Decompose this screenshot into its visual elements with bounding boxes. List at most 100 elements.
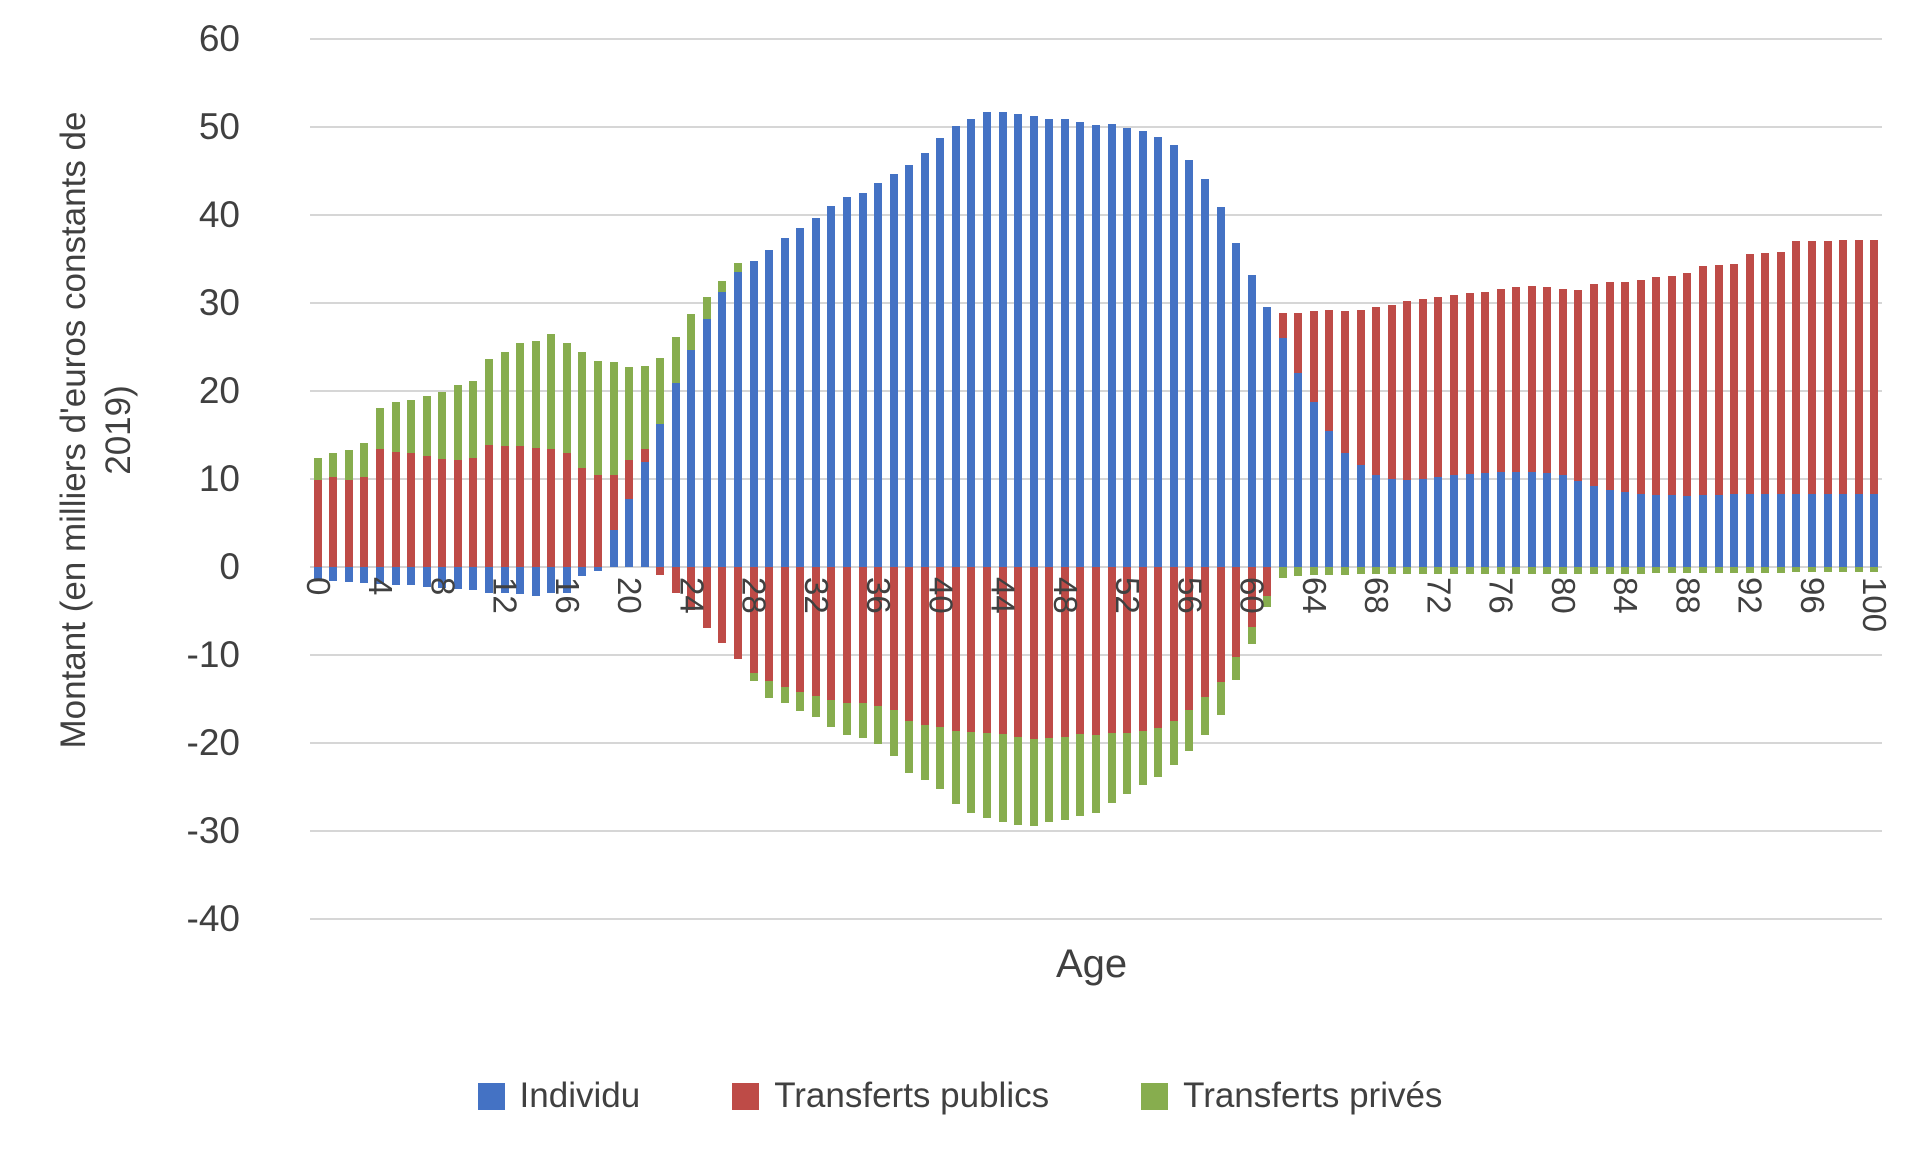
bar-segment [656, 567, 665, 575]
bar-segment [1512, 471, 1521, 567]
bar-segment [749, 673, 758, 682]
bar-segment [1481, 472, 1490, 567]
bar-segment [1356, 310, 1365, 465]
bar-segment [765, 250, 774, 567]
bar-segment [1216, 682, 1225, 715]
bar-segment [1263, 307, 1272, 567]
bar-segment [889, 567, 898, 710]
bar-segment [780, 686, 789, 704]
bar-segment [1387, 479, 1396, 567]
bar-segment [702, 318, 711, 567]
bar-segment [422, 567, 431, 588]
legend-label-transferts-publics: Transferts publics [774, 1076, 1050, 1115]
bar-segment [1169, 144, 1178, 567]
bar-segment [1247, 274, 1256, 567]
bar-segment [1154, 567, 1163, 729]
x-axis-tick-label: 40 [922, 577, 960, 614]
bar-segment [1092, 735, 1100, 814]
bar-segment [1029, 116, 1038, 567]
bar-segment [1590, 486, 1599, 567]
bar-segment [1014, 736, 1023, 825]
bar-segment [1138, 730, 1147, 786]
bar-segment [858, 193, 867, 567]
y-axis-tick-label: -30 [186, 810, 240, 851]
bar-segment [765, 567, 774, 682]
bar-segment [1839, 239, 1848, 494]
bar-segment [889, 709, 898, 757]
bar-segment [1621, 281, 1630, 493]
bar-segment [687, 567, 696, 611]
bar-segment [1434, 477, 1443, 567]
gridline [310, 830, 1882, 832]
bar-segment [936, 727, 945, 789]
bar-segment [438, 391, 447, 459]
bar-segment [889, 173, 898, 567]
bar-segment [1699, 266, 1707, 495]
bar-segment [1216, 207, 1225, 567]
bar-segment [1403, 479, 1412, 567]
bar-segment [1683, 567, 1692, 574]
bar-segment [1823, 493, 1832, 567]
bar-segment [1076, 567, 1085, 735]
bar-segment [329, 567, 338, 582]
bar-segment [391, 401, 400, 452]
bar-segment [1169, 721, 1178, 765]
bar-segment [1418, 479, 1427, 567]
bar-segment [1014, 567, 1023, 737]
bar-segment [671, 567, 680, 594]
gridline [310, 38, 1882, 40]
bar-segment [1527, 567, 1536, 575]
bar-segment [827, 206, 836, 567]
bar-segment [1574, 567, 1583, 575]
bar-segment [905, 721, 914, 773]
bar-segment [1745, 493, 1754, 567]
bar-segment [1216, 567, 1225, 683]
bar-segment [1496, 471, 1505, 567]
bar-segment [453, 459, 462, 567]
bar-segment [1372, 475, 1381, 567]
bar-segment [1558, 288, 1567, 475]
bar-segment [484, 444, 493, 567]
bar-segment [1029, 738, 1038, 826]
bar-segment [874, 706, 883, 744]
bar-segment [1325, 567, 1334, 575]
bar-segment [1636, 280, 1645, 494]
bar-segment [1247, 626, 1256, 645]
bar-segment [1309, 402, 1318, 567]
bar-segment [1387, 567, 1396, 575]
bar-segment [936, 567, 945, 728]
bar-segment [453, 384, 462, 460]
bar-segment [951, 126, 960, 567]
x-axis-tick-label: 72 [1420, 577, 1458, 614]
bar-segment [858, 567, 867, 703]
bar-segment [1387, 304, 1396, 479]
bar-segment [734, 272, 743, 567]
bar-segment [376, 567, 385, 584]
bar-segment [625, 367, 634, 460]
x-axis-tick-label: 12 [486, 577, 524, 614]
bar-segment [718, 567, 727, 643]
bar-segment [547, 449, 556, 567]
bar-segment [1543, 287, 1552, 473]
bar-segment [516, 342, 525, 446]
bar-segment [1745, 253, 1754, 494]
bar-segment [998, 567, 1007, 735]
legend-label-transferts-prives: Transferts privés [1183, 1076, 1443, 1115]
y-axis-tick-label: -10 [186, 634, 240, 675]
bar-segment [1232, 567, 1241, 657]
bar-segment [1449, 567, 1458, 575]
y-axis-tick-label: 30 [198, 282, 240, 323]
bar-segment [344, 449, 353, 480]
bar-segment [1449, 295, 1458, 476]
bar-segment [407, 567, 416, 586]
bar-segment [1325, 430, 1334, 567]
bar-segment [905, 567, 914, 721]
bar-segment [1636, 493, 1645, 567]
bar-segment [1667, 275, 1676, 495]
bar-segment [1045, 119, 1054, 567]
y-axis-tick-label: -20 [186, 722, 240, 763]
y-axis-tick-label: 0 [219, 546, 240, 587]
bar-segment [967, 119, 976, 567]
bar-segment [1714, 494, 1723, 567]
bar-segment [858, 702, 867, 738]
